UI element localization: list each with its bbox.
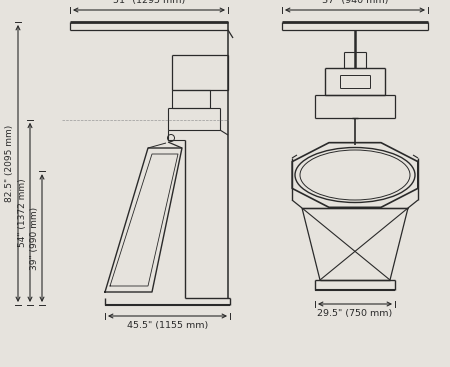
Text: 51" (1295 mm): 51" (1295 mm): [113, 0, 185, 5]
Text: 54" (1372 mm): 54" (1372 mm): [18, 178, 27, 247]
Text: 39" (990 mm): 39" (990 mm): [30, 207, 39, 270]
Text: 29.5" (750 mm): 29.5" (750 mm): [317, 309, 392, 318]
Text: 37" (940 mm): 37" (940 mm): [322, 0, 388, 5]
Text: 82.5" (2095 mm): 82.5" (2095 mm): [5, 125, 14, 202]
Text: 45.5" (1155 mm): 45.5" (1155 mm): [127, 321, 208, 330]
